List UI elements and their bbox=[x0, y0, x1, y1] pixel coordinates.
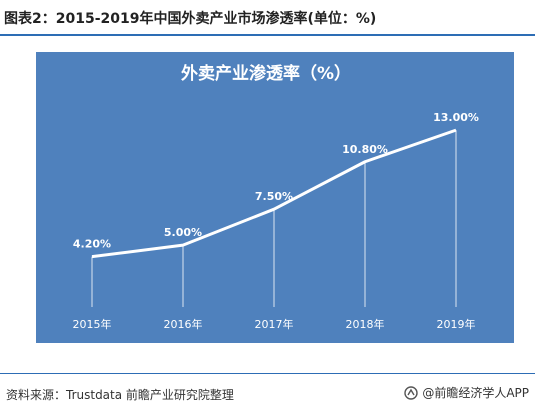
x-tick-label: 2016年 bbox=[164, 317, 203, 331]
data-label: 7.50% bbox=[255, 190, 293, 203]
data-label: 5.00% bbox=[164, 226, 202, 239]
source-note: 资料来源：Trustdata 前瞻产业研究院整理 bbox=[6, 388, 234, 402]
caption-rule bbox=[0, 34, 535, 36]
x-tick-label: 2015年 bbox=[73, 317, 112, 331]
data-label: 10.80% bbox=[342, 143, 388, 156]
figure-caption: 图表2：2015-2019年中国外卖产业市场渗透率(单位：%) bbox=[4, 11, 377, 27]
x-tick-label: 2018年 bbox=[346, 317, 385, 331]
penetration-line-chart: 外卖产业渗透率（%） 4.20% 5.00% 7.50% 10.80% 13.00% 2… bbox=[36, 52, 514, 343]
data-labels: 4.20% 5.00% 7.50% 10.80% 13.00% bbox=[73, 111, 479, 251]
x-axis-tick-labels: 2015年 2016年 2017年 2018年 2019年 bbox=[73, 317, 476, 331]
brand-logo-icon bbox=[404, 385, 419, 400]
chart-panel: 外卖产业渗透率（%） 4.20% 5.00% 7.50% 10.80% 13.00% 2… bbox=[36, 52, 514, 343]
x-tick-label: 2017年 bbox=[255, 317, 294, 331]
chart-title: 外卖产业渗透率（%） bbox=[181, 63, 351, 84]
drop-lines bbox=[91, 130, 457, 307]
x-tick-label: 2019年 bbox=[437, 317, 476, 331]
plot-background bbox=[36, 52, 514, 343]
brand-text: @前瞻经济学人APP bbox=[422, 386, 529, 400]
data-label: 4.20% bbox=[73, 238, 111, 251]
series-line bbox=[91, 128, 457, 259]
data-label: 13.00% bbox=[433, 111, 479, 124]
footer-rule bbox=[0, 373, 535, 374]
brand-mark: @前瞻经济学人APP bbox=[404, 384, 529, 401]
